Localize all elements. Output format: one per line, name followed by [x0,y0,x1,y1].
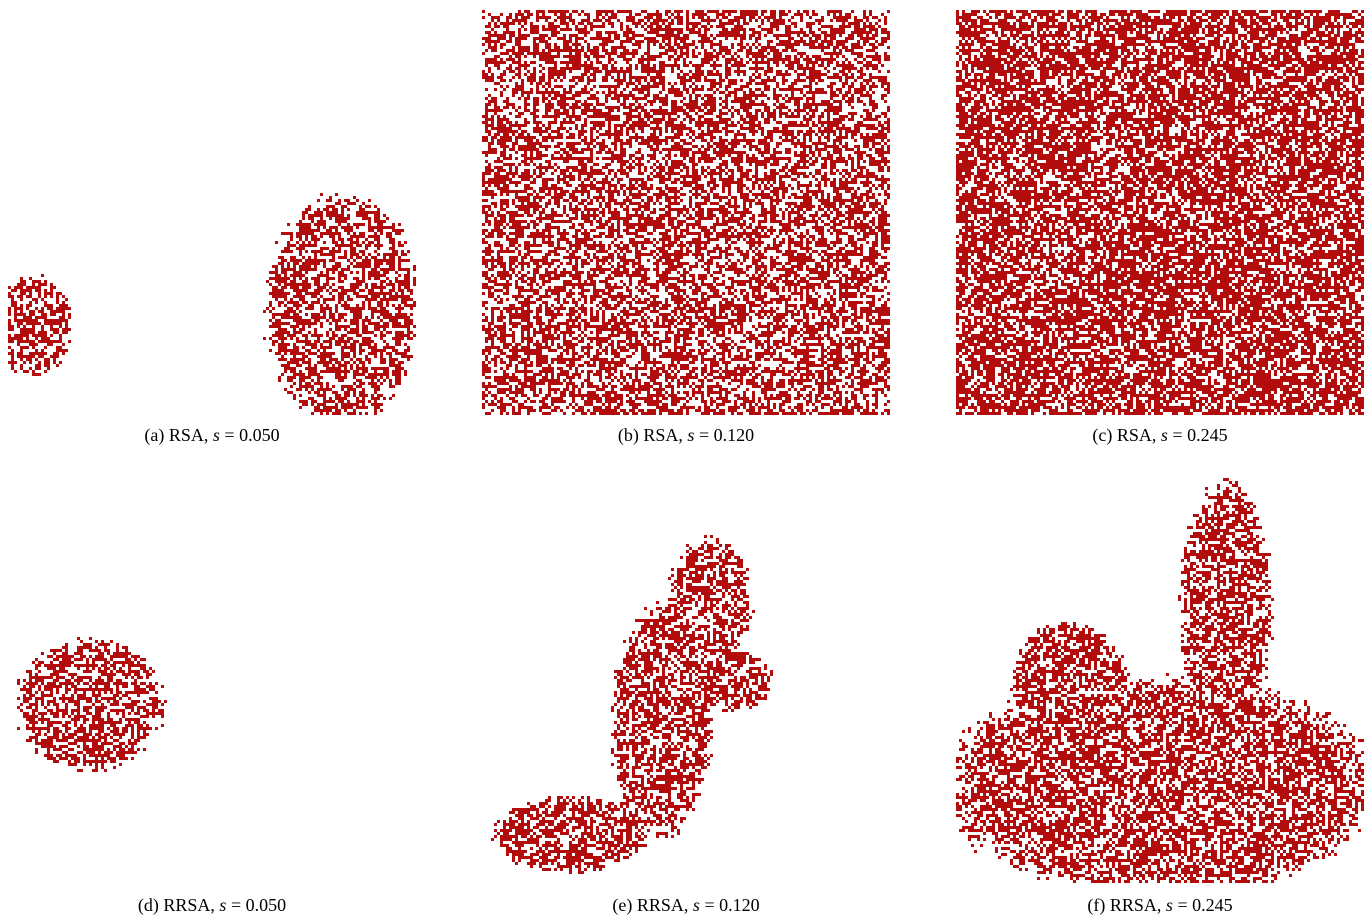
caption-label: (f) [1087,895,1106,915]
caption: (d) RRSA, s = 0.050 [2,895,422,916]
caption-relation: = [230,895,242,915]
caption-symbol: s [219,895,227,915]
cluster [482,10,890,415]
caption-relation: = [704,895,715,915]
caption-method: RSA, [168,425,209,445]
caption-relation: = [1172,425,1183,445]
caption: (b) RSA, s = 0.120 [476,425,896,446]
caption: (c) RSA, s = 0.245 [950,425,1369,446]
caption-method: RRSA, [1109,895,1162,915]
caption-label: (a) [144,425,165,445]
caption-label: (c) [1092,425,1113,445]
cluster [17,637,167,772]
caption-value: 0.120 [719,895,760,915]
caption-value: 0.120 [713,425,755,445]
cluster [491,535,773,874]
caption-method: RRSA, [636,895,689,915]
caption-method: RSA, [1116,425,1157,445]
caption-method: RRSA, [163,895,215,915]
caption-value: 0.245 [1187,425,1228,445]
caption-method: RSA, [643,425,683,445]
cluster [956,478,1364,883]
caption: (f) RRSA, s = 0.245 [950,895,1369,916]
caption-value: 0.050 [245,895,287,915]
caption: (e) RRSA, s = 0.120 [476,895,896,916]
caption-value: 0.050 [239,425,280,445]
caption-label: (d) [137,895,159,915]
caption-symbol: s [212,425,220,445]
caption-symbol: s [692,895,700,915]
caption-symbol: s [687,425,695,445]
caption-value: 0.245 [1192,895,1233,915]
caption-relation: = [698,425,710,445]
caption: (a) RSA, s = 0.050 [2,425,422,446]
caption-label: (e) [612,895,633,915]
caption-symbol: s [1165,895,1173,915]
caption-label: (b) [617,425,639,445]
caption-relation: = [224,425,235,445]
cluster [956,10,1364,415]
caption-relation: = [1177,895,1188,915]
cluster [8,193,416,415]
caption-symbol: s [1160,425,1168,445]
